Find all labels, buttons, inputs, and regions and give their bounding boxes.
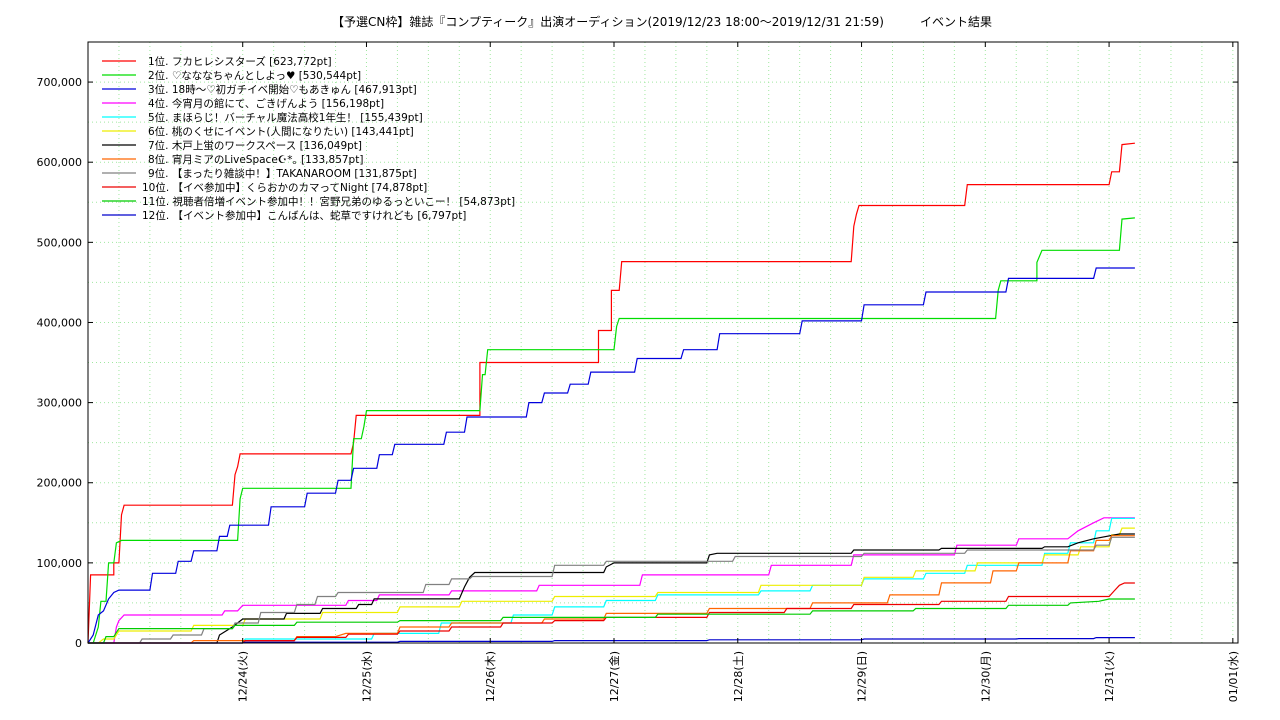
series-line-8 [88, 535, 1135, 644]
series-line-5 [88, 517, 1135, 644]
y-tick-label: 700,000 [37, 76, 83, 89]
x-tick-label: 12/30(月) [979, 651, 992, 702]
y-axis: 0 100,000 200,000 300,000 400,000 500,000 600,… [37, 76, 1238, 650]
legend-entry: 2位. ♡なななちゃんとしよっ♥ [530,544pt] [148, 69, 361, 82]
legend-entry: 6位. 桃のくせにイベント(人間になりたい) [143,441pt] [148, 125, 414, 138]
legend-entry: 11位. 視聴者倍増イベント参加中！！宮野兄弟のゆるっといこー！ [54,873… [142, 195, 515, 208]
legend-entry: 10位. 【イベ参加中】くらおかのカマってNight [74,878pt] [142, 181, 427, 194]
legend-entry: 1位. フカヒレシスターズ [623,772pt] [148, 55, 332, 68]
x-tick-label: 12/26(木) [484, 651, 497, 702]
legend: 1位. フカヒレシスターズ [623,772pt]2位. ♡なななちゃんとしよっ… [102, 55, 515, 222]
x-tick-label: 12/28(土) [732, 651, 745, 702]
x-tick-label: 12/29(日) [856, 651, 869, 702]
x-axis: 12/24(火) 12/25(水) 12/26(木) 12/27(金) 12/28(土)… [237, 42, 1240, 702]
plot-frame [87, 41, 1239, 644]
series-line-3 [87, 267, 1135, 644]
x-tick-label: 12/27(金) [607, 651, 621, 702]
gridlines [87, 41, 1238, 643]
legend-entry: 12位. 【イベント参加中】こんばんは、蛇草ですけれども [6,797pt] [142, 209, 466, 222]
chart-title: 【予選CN枠】雑誌『コンプティーク』出演オーディション(2019/12/23 1… [332, 14, 992, 29]
series-line-4 [88, 517, 1135, 644]
legend-entry: 5位. まほらじ！バーチャル魔法高校1年生！ [155,439pt] [148, 111, 423, 124]
series-line-6 [88, 527, 1135, 644]
y-tick-label: 0 [75, 637, 82, 650]
y-tick-label: 200,000 [37, 477, 83, 490]
series-line-2 [88, 217, 1135, 644]
x-tick-label: 12/24(火) [237, 651, 250, 702]
plot-background [88, 42, 1238, 643]
series-line-11 [88, 598, 1135, 644]
x-tick-label: 01/01(水) [1227, 651, 1240, 702]
x-tick-label: 12/31(火) [1103, 651, 1116, 702]
series-lines [87, 142, 1135, 644]
y-tick-label: 500,000 [37, 236, 83, 249]
legend-entry: 3位. 18時～♡初ガチイベ開始♡もあきゅん [467,913pt] [148, 83, 417, 96]
y-tick-label: 400,000 [37, 316, 83, 329]
legend-entry: 4位. 今宵月の館にて、ごきげんよう [156,198pt] [148, 97, 384, 110]
legend-entry: 9位. 【まったり雑談中！】TAKANAROOM [131,875pt] [148, 167, 417, 180]
series-line-1 [87, 142, 1135, 644]
series-line-12 [88, 637, 1135, 644]
legend-entry: 7位. 木戸上蛍のワークスペース [136,049pt] [148, 139, 362, 152]
series-line-10 [88, 582, 1135, 644]
series-line-7 [88, 533, 1135, 644]
legend-entry: 8位. 宵月ミアのLiveSpace☪*｡ [133,857pt] [148, 153, 363, 166]
y-tick-label: 100,000 [37, 557, 83, 570]
y-tick-label: 600,000 [37, 156, 83, 169]
y-tick-label: 300,000 [37, 397, 83, 410]
x-tick-label: 12/25(水) [360, 651, 373, 702]
